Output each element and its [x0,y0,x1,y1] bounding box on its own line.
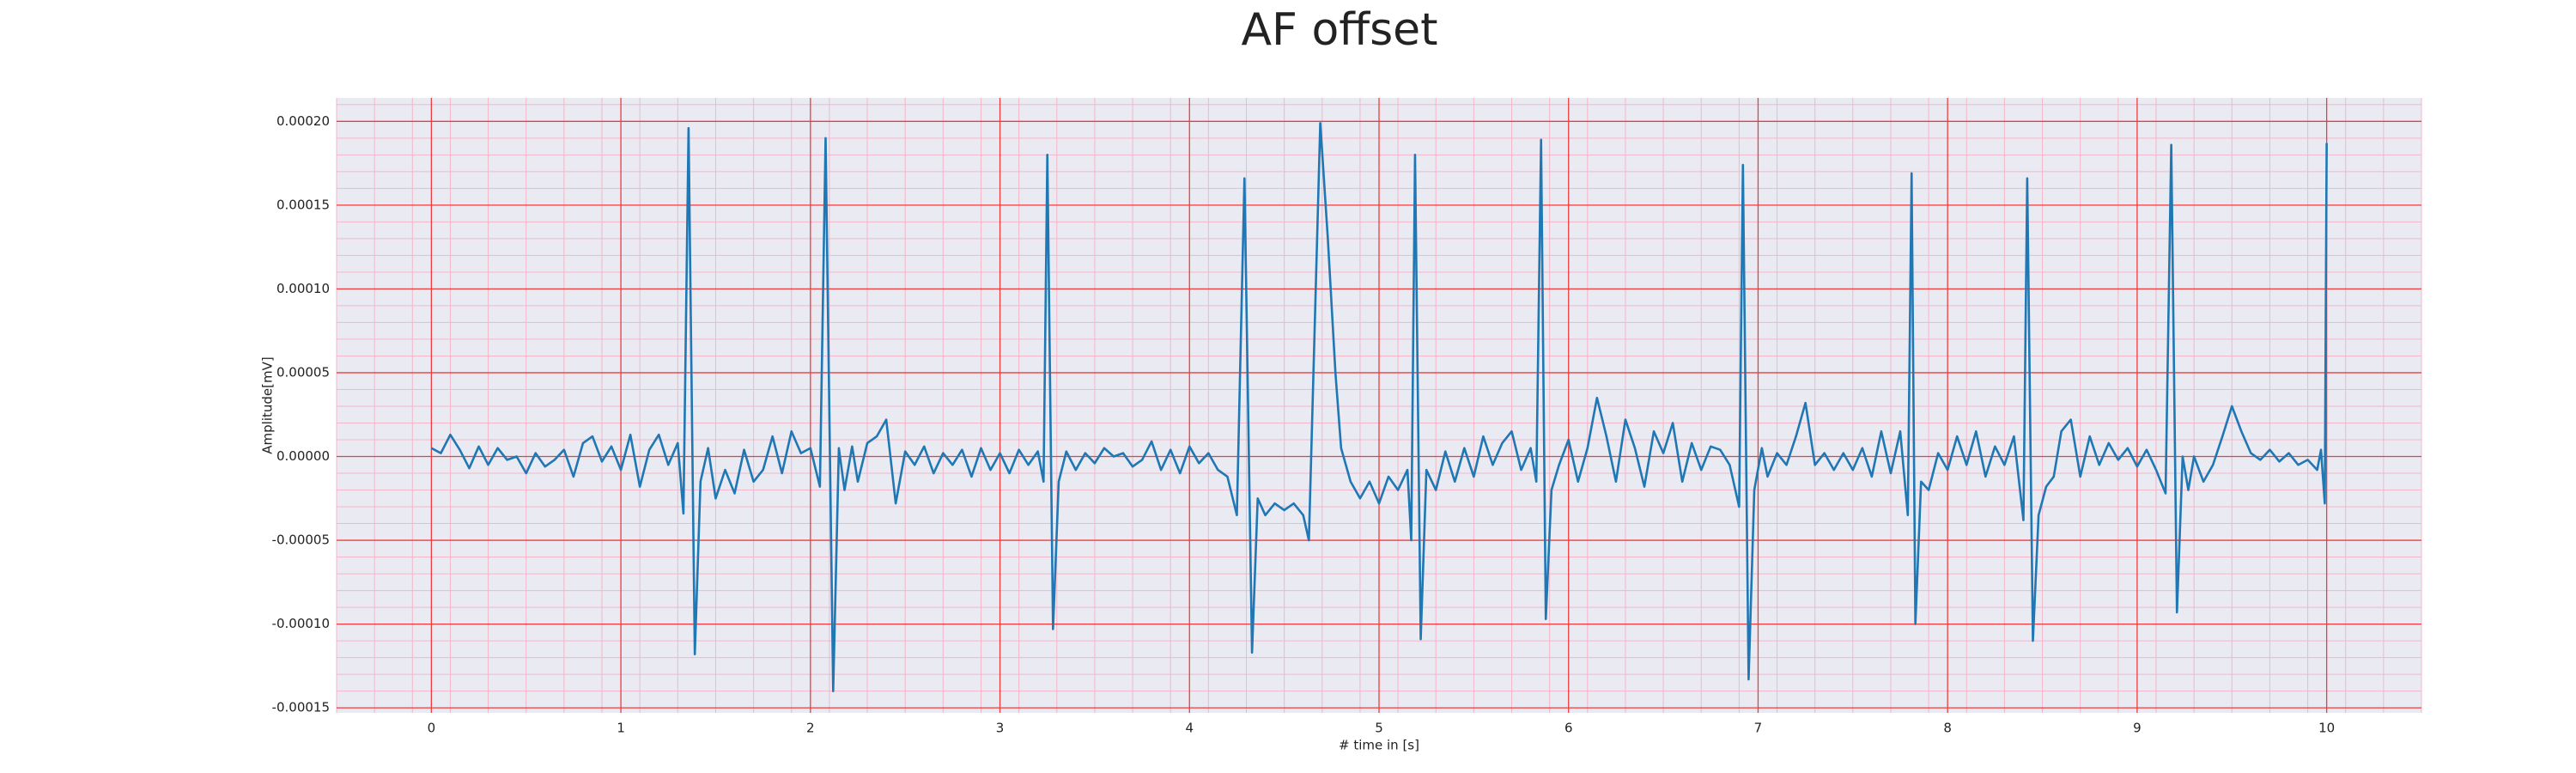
x-tick-label: 4 [1185,721,1194,736]
x-tick-label: 3 [996,721,1005,736]
y-tick-label: -0.00010 [272,616,330,631]
x-tick-label: 2 [806,721,815,736]
x-tick-label: 0 [428,721,436,736]
chart-title: AF offset [1241,4,1437,56]
x-tick-label: 7 [1754,721,1763,736]
y-tick-label: 0.00005 [276,364,330,380]
y-tick-label: 0.00010 [276,281,330,296]
x-axis-label: # time in [s] [1339,738,1419,753]
y-tick-label: -0.00015 [272,700,330,715]
y-axis-label: Amplitude[mV] [260,356,276,453]
x-tick-label: 6 [1564,721,1573,736]
x-tick-label: 8 [1943,721,1952,736]
y-tick-label: 0.00000 [276,448,330,464]
signal-line [430,121,2328,692]
y-tick-label: -0.00005 [272,533,330,548]
x-tick-label: 1 [617,721,625,736]
x-tick-label: 10 [2318,721,2335,736]
y-tick-label: 0.00015 [276,197,330,212]
x-tick-label: 5 [1375,721,1383,736]
y-tick-label: 0.00020 [276,113,330,129]
x-tick-label: 9 [2133,721,2142,736]
